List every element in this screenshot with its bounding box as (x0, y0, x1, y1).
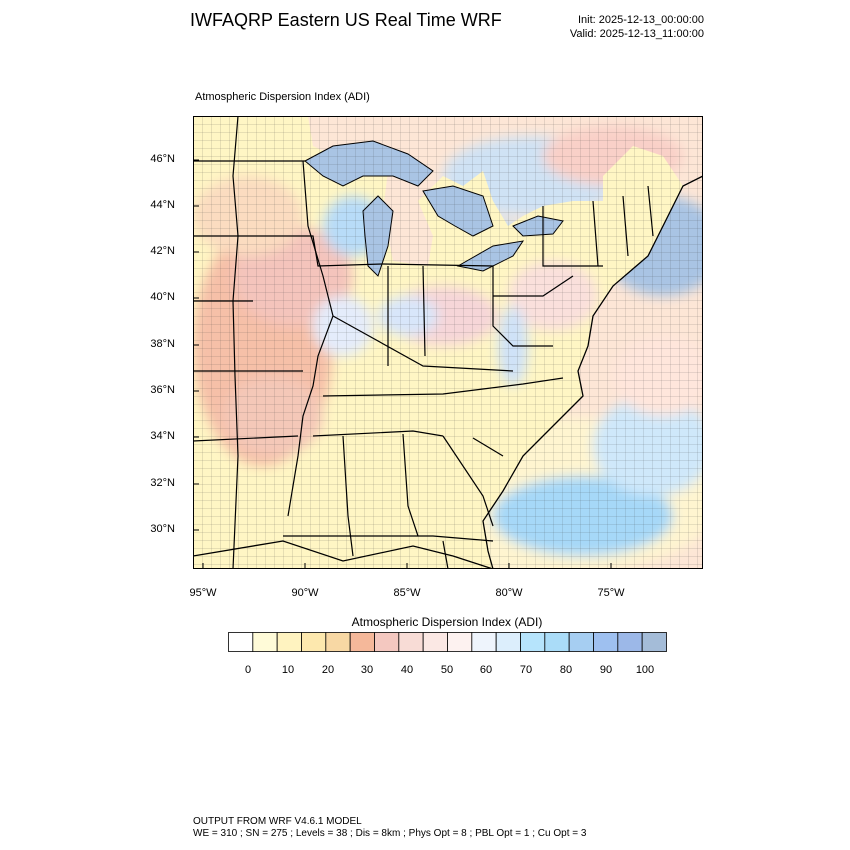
colorbar-swatch (325, 632, 351, 652)
colorbar-label: 50 (440, 664, 454, 676)
lat-label: 32°N (150, 477, 175, 489)
colorbar-label: 10 (281, 664, 295, 676)
colorbar-swatch (301, 632, 327, 652)
colorbar-swatch (471, 632, 497, 652)
colorbar-swatch (641, 632, 667, 652)
footer-line-2: WE = 310 ; SN = 275 ; Levels = 38 ; Dis … (193, 828, 587, 839)
coastline (482, 175, 703, 569)
colorbar-swatch (252, 632, 278, 652)
colorbar-label: 20 (321, 664, 335, 676)
lat-label: 40°N (150, 291, 175, 303)
colorbar-label: 40 (400, 664, 414, 676)
lat-label: 44°N (150, 199, 175, 211)
colorbar-title: Atmospheric Dispersion Index (ADI) (351, 615, 543, 629)
lat-label: 34°N (150, 430, 175, 442)
map-frame (193, 116, 703, 569)
lat-label: 30°N (150, 523, 175, 535)
colorbar-swatch (568, 632, 594, 652)
colorbar-label: 0 (244, 664, 252, 676)
colorbar-swatch (374, 632, 400, 652)
state-borders (193, 116, 654, 569)
colorbar-label: 100 (635, 664, 655, 676)
model-footer: OUTPUT FROM WRF V4.6.1 MODEL WE = 310 ; … (193, 816, 586, 840)
colorbar-swatch (593, 632, 619, 652)
colorbar-label: 70 (519, 664, 533, 676)
chart-title: IWFAQRP Eastern US Real Time WRF (190, 10, 502, 30)
adi-map (193, 116, 703, 569)
colorbar (228, 632, 667, 652)
colorbar-swatch (349, 632, 375, 652)
colorbar-swatch (398, 632, 424, 652)
map-subtitle: Atmospheric Dispersion Index (ADI) (195, 91, 370, 103)
county-grid (193, 116, 703, 569)
map-ticks (193, 159, 612, 569)
colorbar-swatch (228, 632, 254, 652)
colorbar-label: 90 (599, 664, 613, 676)
lat-label: 38°N (150, 338, 175, 350)
colorbar-label: 60 (479, 664, 493, 676)
colorbar-swatch (544, 632, 570, 652)
colorbar-swatch (617, 632, 643, 652)
gulf-coast (193, 540, 494, 569)
lon-label: 75°W (597, 587, 625, 599)
footer-line-1: OUTPUT FROM WRF V4.6.1 MODEL (193, 816, 362, 827)
lon-label: 85°W (393, 587, 421, 599)
colorbar-swatch (422, 632, 448, 652)
lat-label: 46°N (150, 153, 175, 165)
colorbar-label: 30 (360, 664, 374, 676)
init-time: Init: 2025-12-13_00:00:00 (578, 14, 704, 26)
forecast-times: Init: 2025-12-13_00:00:00 Valid: 2025-12… (570, 13, 704, 41)
lon-label: 90°W (291, 587, 319, 599)
colorbar-swatch (276, 632, 302, 652)
lat-label: 42°N (150, 245, 175, 257)
colorbar-swatch (520, 632, 546, 652)
valid-time: Valid: 2025-12-13_11:00:00 (569, 28, 704, 40)
colorbar-swatch (495, 632, 521, 652)
lat-label: 36°N (150, 384, 175, 396)
colorbar-label: 80 (559, 664, 573, 676)
colorbar-swatch (447, 632, 473, 652)
lon-label: 80°W (495, 587, 523, 599)
lon-label: 95°W (189, 587, 217, 599)
